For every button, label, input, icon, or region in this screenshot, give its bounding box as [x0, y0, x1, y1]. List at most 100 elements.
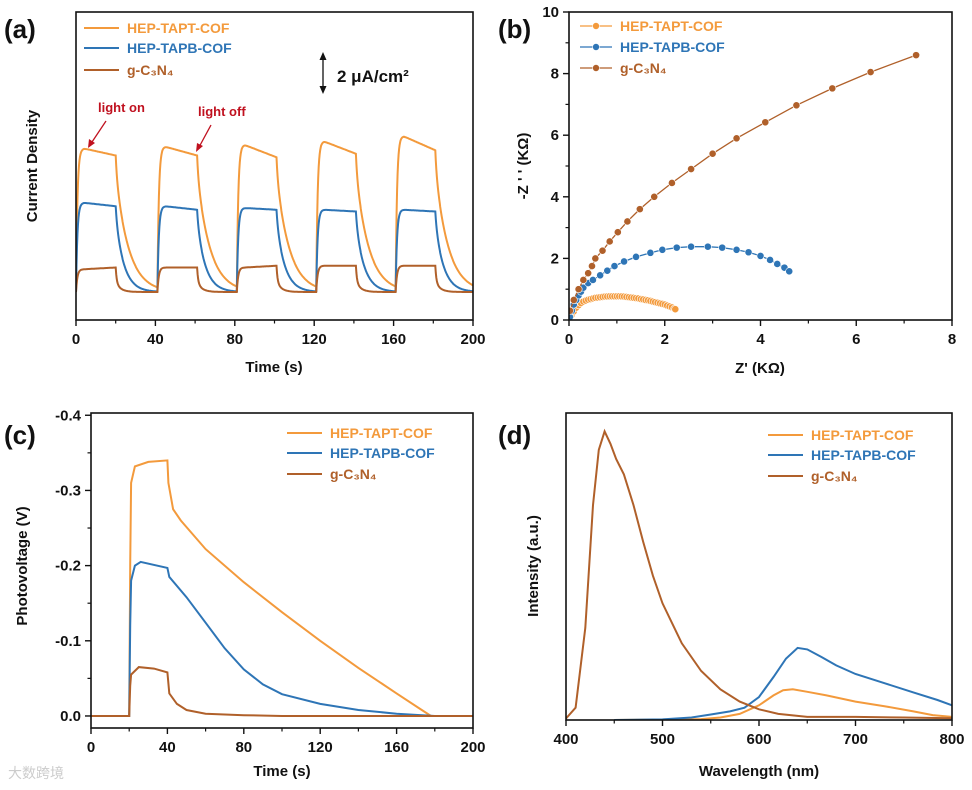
data-point-tapb	[687, 242, 695, 251]
legend-d: HEP-TAPT-COF HEP-TAPB-COF g-C₃N₄	[768, 427, 916, 484]
x-tick-label: 120	[302, 331, 327, 348]
legend-label-tapb: HEP-TAPB-COF	[811, 447, 916, 463]
series-line-tapb	[76, 202, 473, 293]
data-point-gcn	[687, 165, 695, 173]
panel-label-d: (d)	[498, 420, 531, 450]
annotation-arrow-light-on	[88, 120, 107, 148]
x-tick-label: 160	[381, 331, 406, 348]
y-tick-label: 2	[551, 250, 559, 267]
y-tick-label: 8	[551, 66, 559, 83]
data-point-tapb	[632, 252, 640, 261]
ylabel-b: -Z ' ' (KΩ)	[515, 133, 532, 200]
series-line-tapb	[569, 246, 790, 318]
data-point-gcn	[732, 134, 741, 143]
y-tick-label: 10	[542, 4, 559, 21]
data-point-gcn	[569, 306, 574, 315]
x-tick-label: 40	[159, 739, 176, 756]
data-point-tapb	[744, 248, 753, 257]
data-point-tapt	[671, 305, 680, 314]
data-point-gcn	[591, 254, 600, 263]
series-line-gcn	[91, 666, 473, 717]
series-line-gcn	[566, 428, 952, 720]
annotation-light-on: light on	[98, 100, 145, 115]
data-point-gcn	[708, 149, 717, 158]
data-point-gcn	[650, 192, 659, 201]
ylabel-a: Current Density	[24, 109, 41, 222]
legend-label-tapt: HEP-TAPT-COF	[127, 20, 230, 36]
x-tick-label: 6	[852, 331, 860, 348]
y-tick-label: 6	[551, 127, 559, 144]
plot-frame	[75, 11, 474, 321]
x-tick-label: 200	[460, 331, 485, 348]
series-group	[569, 51, 920, 320]
ylabel-d: Intensity (a.u.)	[525, 515, 542, 617]
ylabel-c: Photovoltage (V)	[14, 506, 31, 625]
legend-label-tapb: HEP-TAPB-COF	[620, 39, 725, 55]
data-point-gcn	[588, 262, 596, 270]
data-point-tapb	[603, 266, 612, 275]
legend-label-tapb: HEP-TAPB-COF	[127, 40, 232, 56]
data-point-tapb	[773, 260, 782, 268]
series-line-tapt	[91, 459, 473, 717]
series-group	[566, 428, 952, 720]
series-line-tapt	[614, 688, 952, 720]
data-point-gcn	[584, 269, 593, 278]
plot-c: 0 40 80 120 160 200 0.0 -0.1 -0.2 -0.3 -0.4	[55, 407, 485, 756]
xlabel-c: Time (s)	[253, 763, 310, 780]
x-tick-label: 600	[746, 731, 771, 748]
series-line-tapt	[76, 135, 473, 293]
x-tick-label: 4	[756, 331, 765, 348]
plot-b: 0 2 4 6 8 0 2 4 6 8 10	[542, 4, 956, 348]
x-tick-label: 400	[553, 731, 578, 748]
legend-a: HEP-TAPT-COF HEP-TAPB-COF g-C₃N₄	[84, 20, 232, 78]
x-tick-label: 80	[235, 739, 252, 756]
x-tick-label: 800	[939, 731, 964, 748]
xlabel-a: Time (s)	[245, 359, 302, 376]
data-point-tapb	[620, 257, 628, 266]
legend-c: HEP-TAPT-COF HEP-TAPB-COF g-C₃N₄	[287, 425, 435, 482]
annotation-light-off: light off	[198, 104, 246, 119]
data-point-gcn	[569, 296, 578, 304]
series-line-gcn	[569, 54, 917, 312]
y-tick-label: 4	[551, 189, 560, 206]
legend-label-tapt: HEP-TAPT-COF	[330, 425, 433, 441]
xlabel-d: Wavelength (nm)	[699, 763, 819, 780]
x-tick-label: 700	[843, 731, 868, 748]
data-point-tapb	[785, 267, 794, 276]
data-point-tapb	[703, 242, 712, 251]
legend-label-gcn: g-C₃N₄	[620, 60, 667, 76]
x-tick-label: 8	[948, 331, 956, 348]
x-tick-label: 500	[650, 731, 675, 748]
data-point-gcn	[866, 68, 875, 76]
x-tick-label: 40	[147, 331, 164, 348]
series-group	[91, 459, 473, 717]
data-point-gcn	[574, 285, 583, 294]
legend-label-tapt: HEP-TAPT-COF	[811, 427, 914, 443]
data-point-gcn	[668, 179, 676, 187]
y-tick-label: -0.4	[55, 407, 82, 424]
legend-label-tapt: HEP-TAPT-COF	[620, 18, 723, 34]
x-tick-label: 2	[661, 331, 669, 348]
plot-a: 0 40 80 120 160 200	[72, 11, 486, 348]
legend-marker-gcn	[592, 64, 600, 72]
data-point-gcn	[792, 101, 801, 110]
scale-bar-label: 2 μA/cm²	[337, 67, 409, 86]
legend-label-tapb: HEP-TAPB-COF	[330, 445, 435, 461]
watermark: 大数跨境	[8, 765, 64, 781]
x-tick-label: 120	[308, 739, 333, 756]
legend-label-gcn: g-C₃N₄	[330, 466, 377, 482]
data-point-tapb	[589, 276, 597, 284]
legend-b: HEP-TAPT-COF HEP-TAPB-COF g-C₃N₄	[580, 18, 725, 76]
data-point-gcn	[623, 217, 632, 226]
data-point-tapb	[718, 243, 727, 252]
data-point-gcn	[579, 276, 588, 284]
x-tick-label: 160	[384, 739, 409, 756]
legend-marker-tapt	[592, 22, 600, 30]
x-tick-label: 0	[72, 331, 80, 348]
plot-frame	[568, 11, 953, 321]
series-line-gcn	[76, 264, 473, 293]
x-tick-label: 200	[460, 739, 485, 756]
x-tick-label: 0	[87, 739, 95, 756]
data-point-gcn	[761, 118, 770, 127]
